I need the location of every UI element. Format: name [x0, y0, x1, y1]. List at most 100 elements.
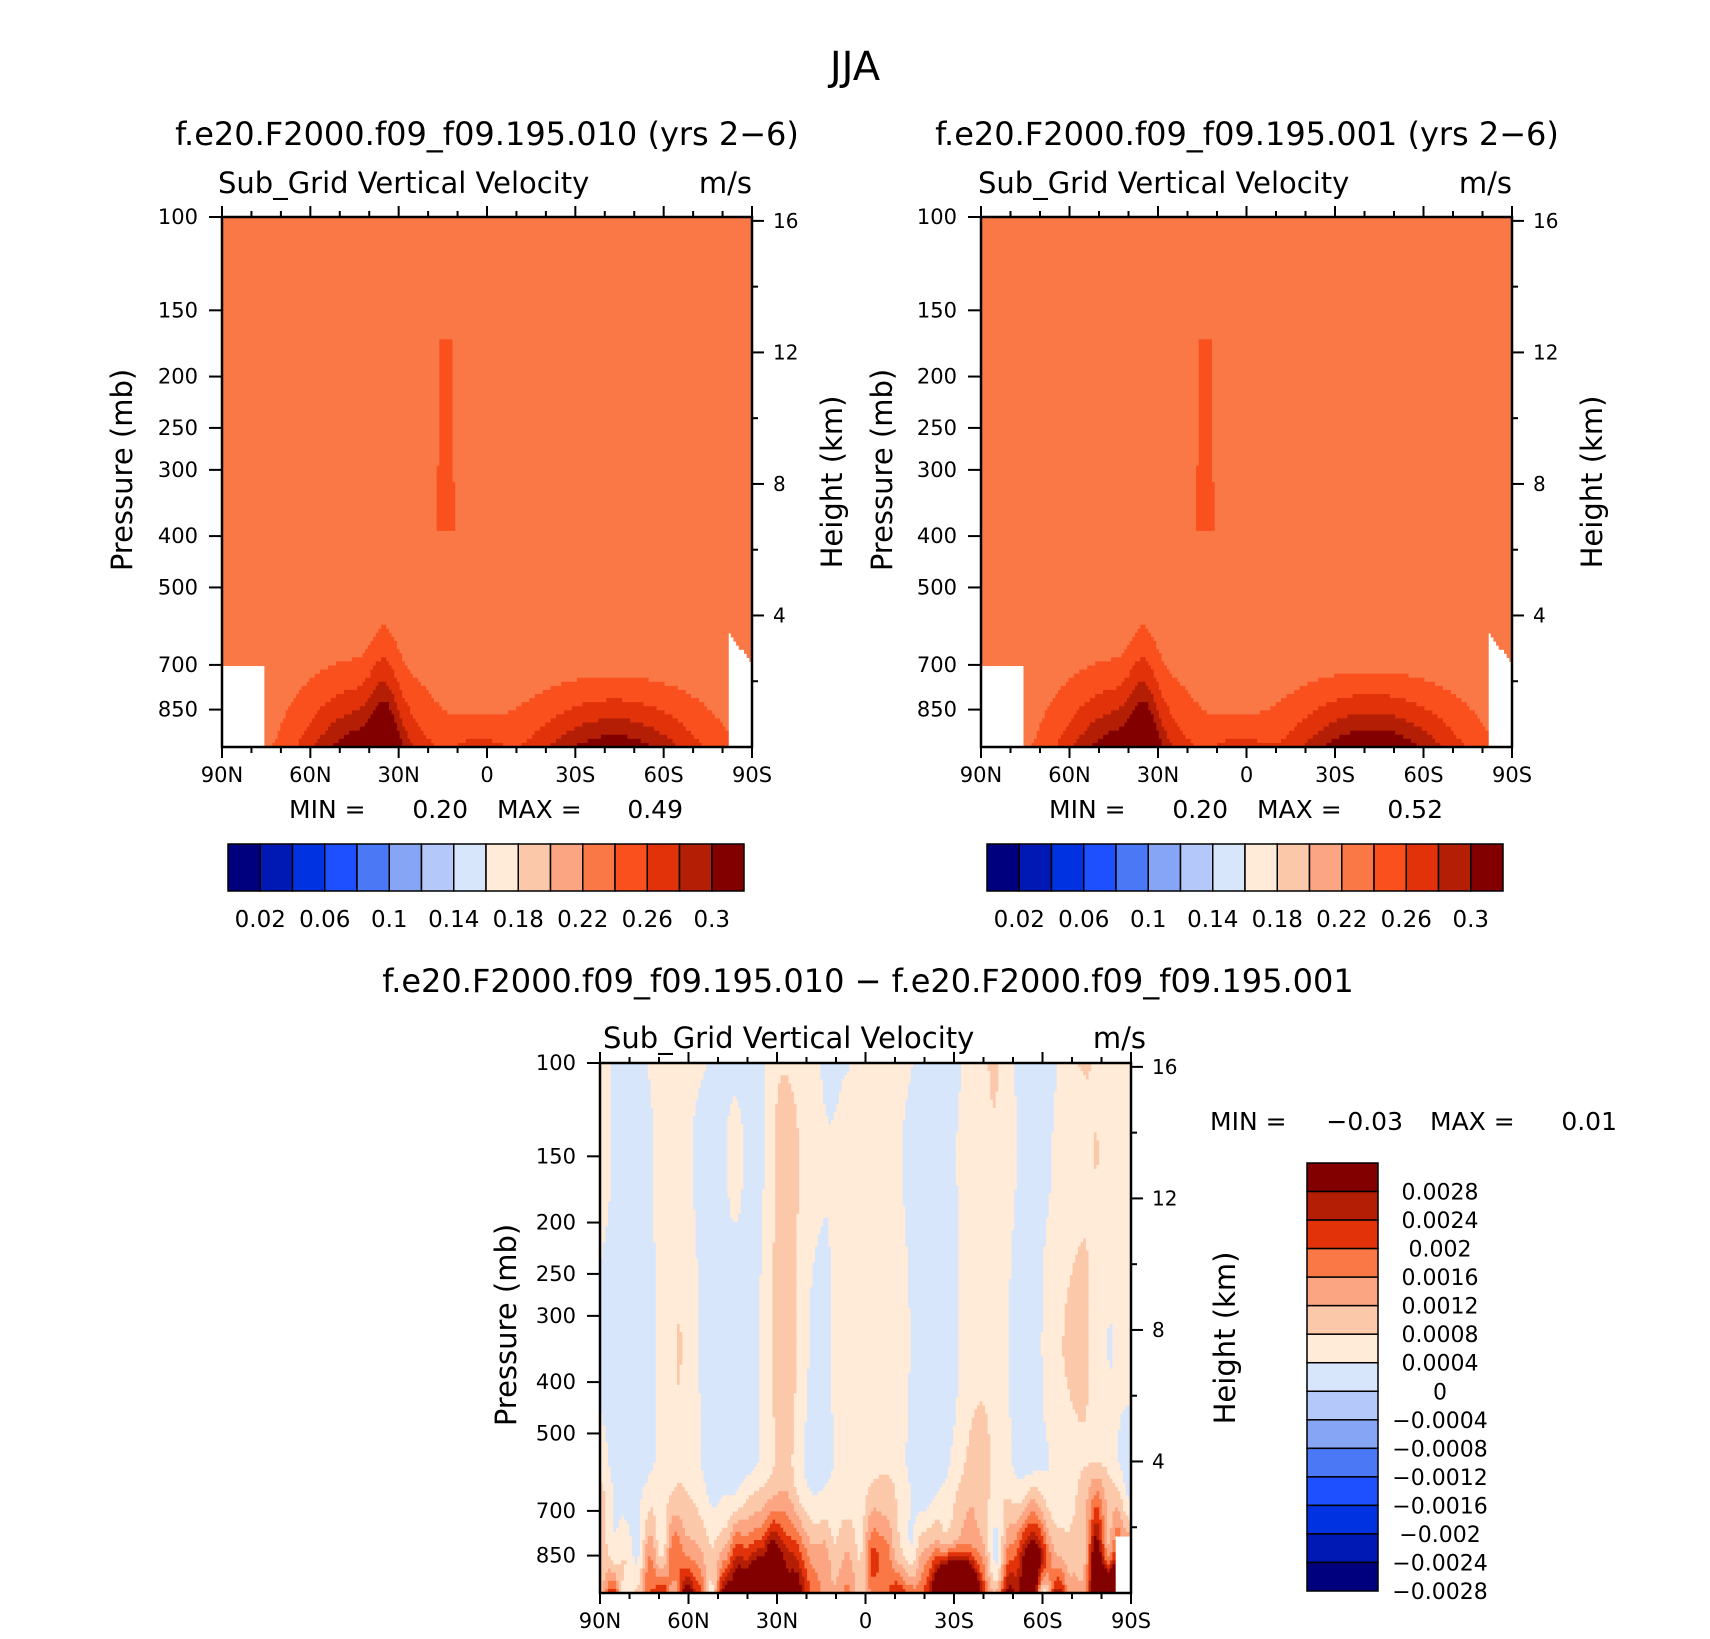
panel_diff-cell	[663, 1564, 670, 1570]
panel_diff-cell	[1107, 1560, 1111, 1566]
panel_diff-cell	[1022, 1531, 1031, 1537]
panel_a-cell	[396, 645, 729, 650]
panel_diff-cell	[1069, 1397, 1090, 1402]
panel_diff-cell	[1104, 1540, 1108, 1545]
panel_diff-cell	[679, 1572, 694, 1578]
panel_diff-cell	[907, 1425, 954, 1431]
panel_diff-cell	[799, 1531, 808, 1537]
panel_diff-cell	[852, 1523, 864, 1529]
panel_diff-xtick-label: 60S	[1022, 1609, 1062, 1633]
panel_diff-cell	[1088, 1560, 1092, 1566]
panel_diff-cell	[799, 1152, 904, 1158]
panel_a-cell	[325, 730, 350, 736]
panel_diff-cell	[600, 1568, 609, 1574]
panel_diff-cell	[955, 1136, 1018, 1142]
panel_diff-cell	[1085, 1584, 1090, 1590]
panel_diff-cell	[958, 1099, 994, 1105]
panel_b-cell	[1023, 734, 1038, 740]
panel_a-cell	[563, 710, 666, 715]
panel_diff-cell	[1027, 1503, 1039, 1508]
panel_a-cell	[412, 673, 729, 679]
panel_a-colorbar-label: 0.18	[493, 907, 544, 933]
panel_diff-cell	[610, 1193, 654, 1199]
panel_diff-cell	[796, 1266, 813, 1272]
panel_b-cell	[1424, 677, 1489, 683]
panel_diff-cell	[841, 1564, 853, 1570]
panel_diff-cell	[833, 1413, 909, 1419]
panel_a-cell	[439, 376, 454, 381]
panel_diff-cell	[1046, 1421, 1121, 1427]
panel_b-cell	[1214, 486, 1513, 491]
panel_diff-cell	[730, 1197, 742, 1203]
panel_diff-cell	[653, 1189, 694, 1195]
panel_diff-cell	[969, 1560, 975, 1566]
panel_a-cell	[222, 412, 440, 418]
panel_diff-cell	[958, 1246, 1013, 1252]
panel_diff-cell	[998, 1584, 1002, 1590]
panel_diff-cell	[791, 1083, 824, 1089]
panel_b-cell	[1196, 482, 1216, 487]
panel_diff-cell	[830, 1389, 909, 1394]
panel_diff-cell	[769, 1474, 795, 1480]
panel_diff-cell	[907, 1250, 960, 1256]
panel_diff-cell	[658, 1548, 665, 1553]
panel_diff-cell	[966, 1515, 975, 1521]
panel_diff-cell	[708, 1535, 718, 1541]
panel_diff-cell	[958, 1287, 1010, 1292]
panel_diff-cell	[764, 1128, 776, 1133]
panel_diff-cell	[695, 1503, 713, 1508]
panel_b-cell	[1302, 718, 1338, 724]
panel_diff-cell	[958, 1213, 1015, 1219]
panel_diff-cell	[868, 1544, 890, 1549]
panel_diff-cell	[602, 1584, 609, 1590]
panel_diff-cell	[1083, 1238, 1087, 1243]
panel_diff-cell	[796, 1242, 819, 1248]
panel_a-colorbar-box	[711, 843, 745, 892]
panel_b-cell	[1156, 645, 1489, 650]
panel_diff-cell	[1067, 1287, 1090, 1292]
panel_a-cell	[222, 555, 753, 561]
panel_diff-cell	[600, 1189, 612, 1195]
panel_diff-cell	[1104, 1487, 1119, 1492]
panel_a-cell	[640, 738, 674, 744]
panel_diff-cell	[629, 1527, 641, 1533]
panel-diff: f.e20.F2000.f09_f09.195.010 − f.e20.F200…	[382, 962, 1617, 1633]
panel_diff-cell	[958, 1185, 1018, 1190]
panel_diff-cell	[902, 1189, 960, 1195]
panel_diff-cell	[655, 1291, 699, 1296]
panel_diff-cell	[791, 1535, 803, 1541]
panel_diff-cell	[679, 1376, 699, 1382]
panel_diff-cell	[992, 1531, 999, 1537]
panel_diff-cell	[862, 1535, 867, 1541]
panel_b-cell	[1196, 486, 1216, 491]
panel_b-cell	[1079, 669, 1131, 675]
panel_a-cell	[436, 494, 456, 499]
panel_diff-cell	[1112, 1340, 1132, 1345]
panel_diff-cell	[677, 1336, 683, 1341]
panel_diff-cell	[1088, 1495, 1095, 1500]
panel_diff-cell	[1117, 1507, 1124, 1513]
panel_a-cell	[222, 612, 753, 618]
panel_a-cell	[222, 343, 440, 349]
panel_b-cell	[1257, 738, 1282, 744]
panel_diff-cell	[793, 1438, 806, 1443]
panel_diff-cell	[984, 1576, 991, 1582]
panel_diff-cell	[990, 1487, 1031, 1492]
panel_a-cell	[320, 669, 371, 675]
panel_diff-cell	[796, 1491, 813, 1496]
panel_diff-cell	[1093, 1144, 1100, 1150]
panel_diff-cell	[958, 1332, 1010, 1337]
panel_diff-cell	[682, 1348, 699, 1354]
panel_diff-cell	[902, 1160, 957, 1166]
panel_diff-cell	[618, 1519, 628, 1525]
panel_diff-cell	[1046, 1540, 1052, 1545]
panel_diff-cell	[700, 1466, 755, 1472]
panel_a-cell	[222, 290, 753, 296]
panel_diff-cell	[945, 1478, 962, 1484]
panel_b-cell	[1185, 685, 1301, 691]
panel_diff-cell	[979, 1531, 989, 1537]
panel_diff-cell	[1075, 1258, 1090, 1264]
panel_a-cell	[730, 632, 753, 638]
panel_diff-cell	[892, 1478, 909, 1484]
panel_a-colorbar-label: 0.26	[622, 907, 673, 933]
